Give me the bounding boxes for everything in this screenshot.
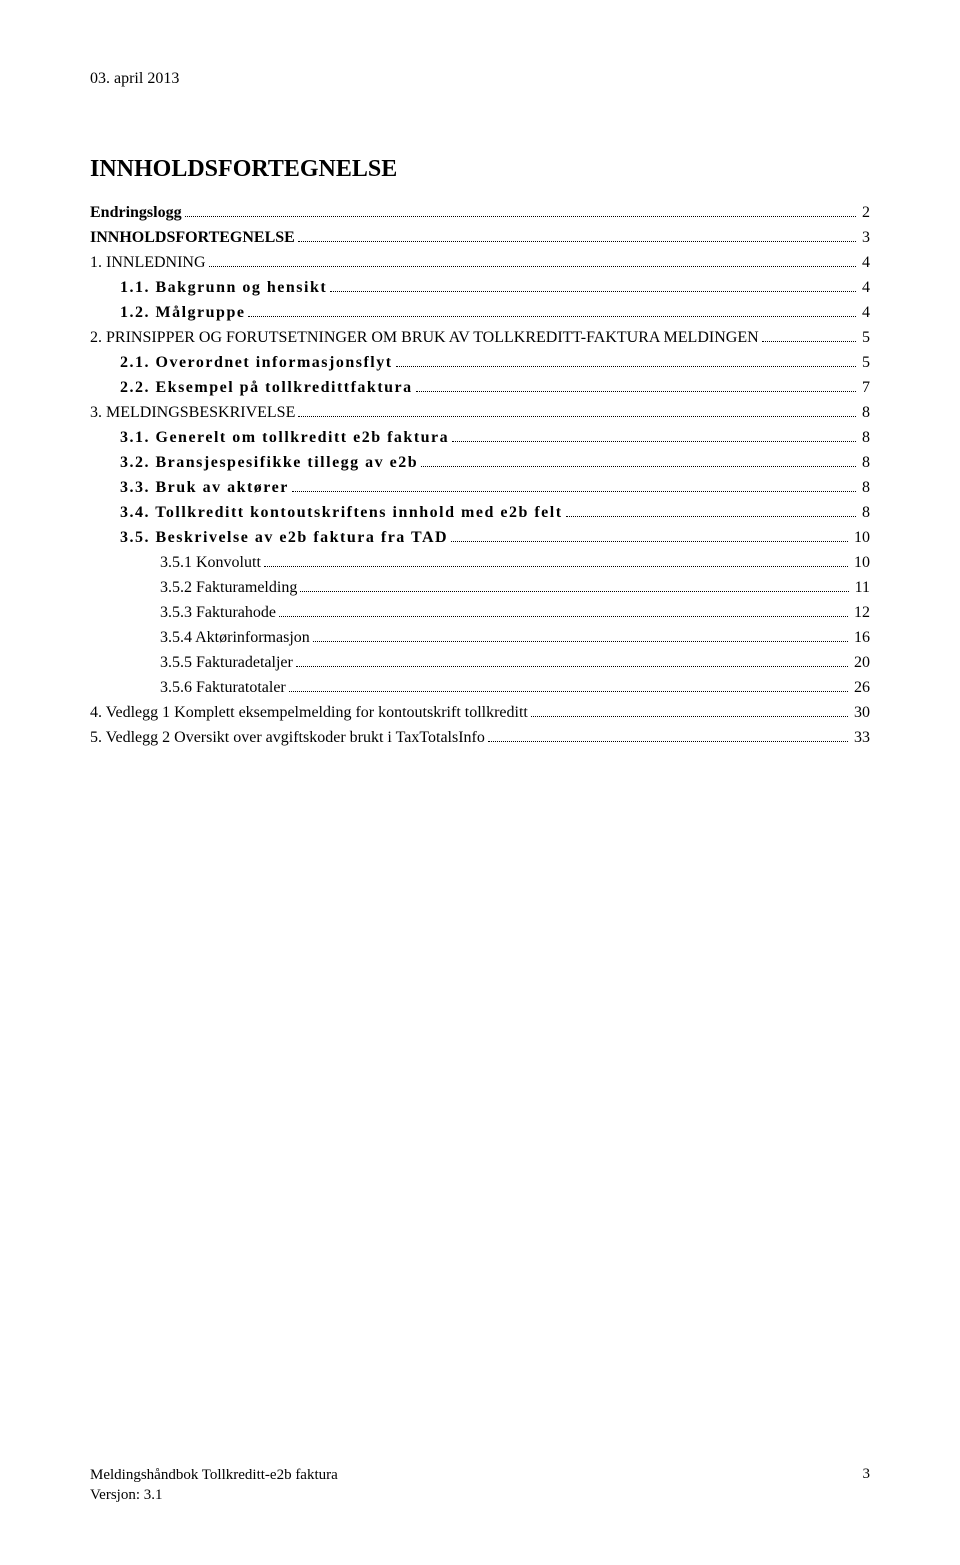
toc-row: Endringslogg 2 [90,201,870,225]
toc-row: 2.2. Eksempel på tollkredittfaktura 7 [90,376,870,400]
toc-page-number: 5 [859,351,870,375]
toc-page-number: 4 [859,251,870,275]
toc-label: INNHOLDSFORTEGNELSE [90,226,295,250]
toc-page-number: 7 [859,376,870,400]
toc-leader-dots [451,541,848,542]
toc-label: 3.1. Generelt om tollkreditt e2b faktura [120,426,449,450]
toc-leader-dots [264,566,848,567]
toc-label: 3.2. Bransjespesifikke tillegg av e2b [120,451,418,475]
toc-page-number: 4 [859,301,870,325]
toc-label: 3.5.3 Fakturahode [160,601,276,625]
toc-page-number: 8 [859,501,870,525]
toc-label: Endringslogg [90,201,182,225]
toc-label: 3.4. Tollkreditt kontoutskriftens innhol… [120,501,563,525]
toc-label: 2.2. Eksempel på tollkredittfaktura [120,376,413,400]
toc-leader-dots [421,466,856,467]
toc-page-number: 3 [859,226,870,250]
toc-row: 3.5. Beskrivelse av e2b faktura fra TAD 1… [90,526,870,550]
toc-leader-dots [298,416,856,417]
toc-label: 2.1. Overordnet informasjonsflyt [120,351,393,375]
toc-leader-dots [330,291,856,292]
toc-row: 3.5.3 Fakturahode 12 [90,601,870,625]
footer-version: Versjon: 3.1 [90,1486,338,1506]
toc-page-number: 10 [851,551,870,575]
toc-leader-dots [248,316,856,317]
toc-leader-dots [396,366,856,367]
toc-row: 3.5.6 Fakturatotaler 26 [90,676,870,700]
toc-row: 3.1. Generelt om tollkreditt e2b faktura… [90,426,870,450]
toc-page-number: 16 [851,626,870,650]
toc-row: 1. INNLEDNING 4 [90,251,870,275]
toc-label: 4. Vedlegg 1 Komplett eksempelmelding fo… [90,701,528,725]
toc-page-number: 33 [851,726,870,750]
toc-row: 1.2. Målgruppe 4 [90,301,870,325]
toc-row: 3.5.1 Konvolutt 10 [90,551,870,575]
toc-label: 3.5.4 Aktørinformasjon [160,626,310,650]
toc-label: 3. MELDINGSBESKRIVELSE [90,401,295,425]
toc-leader-dots [289,691,848,692]
toc-page-number: 30 [851,701,870,725]
toc-page-number: 8 [859,426,870,450]
toc-row: 5. Vedlegg 2 Oversikt over avgiftskoder … [90,726,870,750]
toc-row: 2.1. Overordnet informasjonsflyt 5 [90,351,870,375]
toc-leader-dots [292,491,856,492]
table-of-contents: Endringslogg2INNHOLDSFORTEGNELSE31. INNL… [90,201,870,750]
toc-page-number: 20 [851,651,870,675]
header-date: 03. april 2013 [90,70,870,88]
toc-leader-dots [531,716,848,717]
toc-label: 1.2. Målgruppe [120,301,245,325]
toc-leader-dots [488,741,848,742]
toc-label: 5. Vedlegg 2 Oversikt over avgiftskoder … [90,726,485,750]
toc-row: 2. PRINSIPPER OG FORUTSETNINGER OM BRUK … [90,326,870,350]
toc-row: 4. Vedlegg 1 Komplett eksempelmelding fo… [90,701,870,725]
toc-leader-dots [566,516,856,517]
toc-row: 1.1. Bakgrunn og hensikt 4 [90,276,870,300]
toc-leader-dots [279,616,848,617]
toc-label: 3.5.2 Fakturamelding [160,576,297,600]
toc-page-number: 10 [851,526,870,550]
toc-leader-dots [452,441,856,442]
toc-label: 3.5.1 Konvolutt [160,551,261,575]
toc-leader-dots [298,241,856,242]
toc-label: 3.5. Beskrivelse av e2b faktura fra TAD [120,526,448,550]
toc-leader-dots [296,666,848,667]
toc-label: 1.1. Bakgrunn og hensikt [120,276,327,300]
toc-leader-dots [185,216,856,217]
toc-row: 3.3. Bruk av aktører 8 [90,476,870,500]
toc-row: 3.5.5 Fakturadetaljer 20 [90,651,870,675]
toc-page-number: 26 [851,676,870,700]
footer: Meldingshåndbok Tollkreditt-e2b faktura … [90,1466,870,1505]
toc-page-number: 12 [851,601,870,625]
toc-row: 3.5.2 Fakturamelding 11 [90,576,870,600]
toc-leader-dots [300,591,848,592]
toc-page-number: 8 [859,476,870,500]
toc-label: 3.5.6 Fakturatotaler [160,676,286,700]
footer-page-number: 3 [863,1466,871,1505]
toc-row: 3.5.4 Aktørinformasjon 16 [90,626,870,650]
toc-page-number: 11 [852,576,870,600]
toc-page-number: 5 [859,326,870,350]
toc-leader-dots [313,641,848,642]
footer-doc-title: Meldingshåndbok Tollkreditt-e2b faktura [90,1466,338,1486]
toc-page-number: 8 [859,401,870,425]
toc-leader-dots [416,391,856,392]
toc-page-number: 2 [859,201,870,225]
toc-row: 3.4. Tollkreditt kontoutskriftens innhol… [90,501,870,525]
page: 03. april 2013 INNHOLDSFORTEGNELSE Endri… [0,0,960,1565]
toc-row: 3. MELDINGSBESKRIVELSE 8 [90,401,870,425]
toc-label: 3.5.5 Fakturadetaljer [160,651,293,675]
toc-page-number: 4 [859,276,870,300]
toc-label: 3.3. Bruk av aktører [120,476,289,500]
footer-left: Meldingshåndbok Tollkreditt-e2b faktura … [90,1466,338,1505]
toc-leader-dots [762,341,856,342]
toc-label: 2. PRINSIPPER OG FORUTSETNINGER OM BRUK … [90,326,759,350]
toc-row: 3.2. Bransjespesifikke tillegg av e2b 8 [90,451,870,475]
toc-label: 1. INNLEDNING [90,251,206,275]
toc-row: INNHOLDSFORTEGNELSE 3 [90,226,870,250]
toc-page-number: 8 [859,451,870,475]
toc-leader-dots [209,266,856,267]
toc-title: INNHOLDSFORTEGNELSE [90,156,870,183]
